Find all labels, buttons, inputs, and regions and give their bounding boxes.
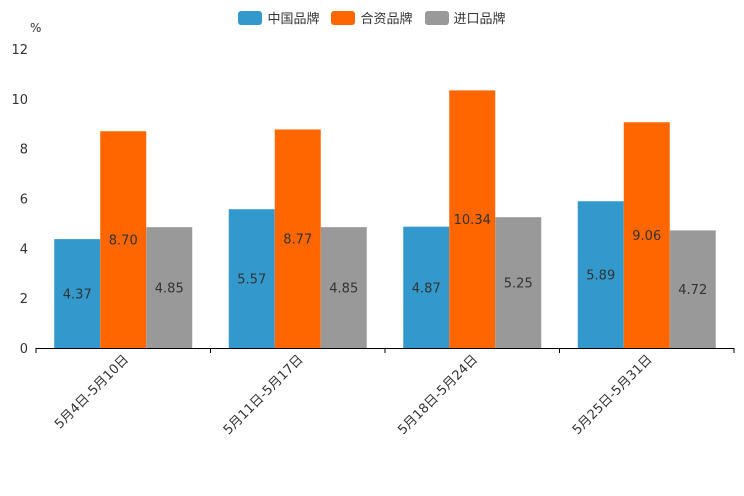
legend-swatch-joint	[331, 10, 356, 25]
legend: 中国品牌 合资品牌 进口品牌	[0, 8, 744, 27]
data-label: 8.77	[283, 233, 312, 248]
data-label: 5.89	[586, 269, 615, 284]
data-label: 4.85	[155, 282, 184, 297]
x-tick-label: 5月18日-5月24日	[395, 352, 481, 438]
bar	[228, 209, 275, 348]
y-tick-label: 12	[11, 43, 28, 58]
data-label: 4.87	[412, 281, 441, 296]
bar	[449, 90, 496, 348]
y-tick-label: 2	[20, 292, 28, 307]
legend-item-import[interactable]: 进口品牌	[424, 8, 506, 27]
bar	[54, 239, 101, 348]
legend-item-joint[interactable]: 合资品牌	[331, 8, 413, 27]
data-label: 4.37	[63, 288, 92, 303]
bar	[100, 131, 147, 348]
bar	[403, 226, 450, 348]
y-tick-label: 0	[20, 342, 28, 357]
legend-label-china: 中国品牌	[267, 12, 320, 27]
bar	[320, 227, 367, 348]
legend-label-import: 进口品牌	[453, 12, 506, 27]
legend-swatch-import	[424, 10, 449, 25]
y-axis-unit: %	[30, 21, 42, 35]
bar	[623, 122, 670, 348]
x-tick-label: 5月4日-5月10日	[52, 352, 132, 432]
legend-label-joint: 合资品牌	[360, 12, 413, 27]
data-label: 4.85	[329, 282, 358, 297]
bar	[274, 129, 321, 348]
bar	[577, 201, 624, 348]
y-tick-label: 6	[20, 193, 28, 208]
data-label: 8.70	[109, 234, 138, 249]
data-label: 4.72	[678, 283, 707, 298]
legend-swatch-china	[238, 10, 263, 25]
y-tick-label: 8	[20, 143, 28, 158]
x-tick-label: 5月11日-5月17日	[221, 352, 307, 438]
data-label: 10.34	[454, 213, 491, 228]
data-label: 5.57	[237, 273, 266, 288]
x-tick-label: 5月25日-5月31日	[570, 352, 656, 438]
y-tick-label: 10	[11, 93, 28, 108]
y-tick-label: 4	[20, 242, 28, 257]
bar	[495, 217, 542, 348]
bar	[146, 227, 193, 348]
data-label: 9.06	[632, 229, 661, 244]
data-label: 5.25	[504, 277, 533, 292]
legend-item-china[interactable]: 中国品牌	[238, 8, 319, 27]
bar	[669, 230, 716, 348]
